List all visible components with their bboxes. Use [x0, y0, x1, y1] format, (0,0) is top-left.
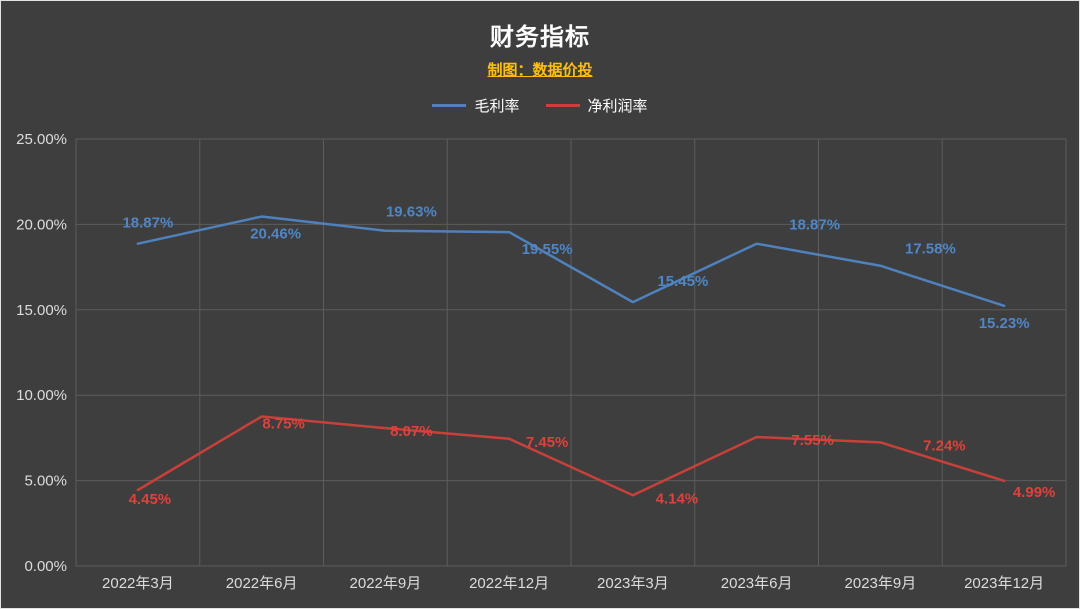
- legend-label-net-margin: 净利润率: [587, 98, 648, 115]
- x-tick-label: 2022年9月: [350, 575, 422, 592]
- x-tick-label: 2023年12月: [964, 575, 1044, 592]
- legend-line-icon-gross-margin: [432, 104, 467, 107]
- chart-subtitle: 制图：数据价投: [487, 62, 593, 79]
- x-tick-label: 2023年3月: [597, 575, 669, 592]
- net-margin-data-label: 7.24%: [923, 437, 966, 454]
- y-tick-label: 20.00%: [16, 216, 67, 233]
- y-tick-label: 5.00%: [24, 473, 67, 490]
- legend-item-net-margin[interactable]: 净利润率: [545, 95, 648, 116]
- x-tick-label: 2022年3月: [102, 575, 174, 592]
- gross-margin-data-label: 18.87%: [789, 217, 840, 234]
- gross-margin-data-label: 18.87%: [122, 215, 173, 232]
- net-margin-data-label: 4.14%: [656, 490, 699, 507]
- chart-title: 财务指标: [490, 24, 590, 51]
- net-margin-data-label: 8.75%: [262, 416, 305, 433]
- y-tick-label: 25.00%: [16, 131, 67, 148]
- y-tick-label: 15.00%: [16, 302, 67, 319]
- y-tick-label: 0.00%: [24, 558, 67, 575]
- x-tick-label: 2022年6月: [226, 575, 298, 592]
- gross-margin-data-label: 17.58%: [905, 241, 956, 258]
- gross-margin-line: [136, 215, 1006, 308]
- net-margin-data-label: 7.55%: [791, 432, 834, 449]
- net-margin-data-label: 4.99%: [1013, 484, 1056, 501]
- x-tick-label: 2022年12月: [469, 575, 549, 592]
- legend: 毛利率 净利润率: [1, 95, 1079, 116]
- x-tick-label: 2023年6月: [721, 575, 793, 592]
- chart-canvas: 0.00% 5.00% 10.00% 15.00% 20.00% 25.00% 2022年3…: [16, 131, 1067, 592]
- net-margin-data-label: 7.45%: [526, 434, 569, 451]
- gross-margin-data-label: 15.23%: [979, 315, 1030, 332]
- legend-label-gross-margin: 毛利率: [474, 98, 520, 115]
- net-margin-data-label: 8.07%: [390, 423, 433, 440]
- gross-margin-data-label: 15.45%: [657, 273, 708, 290]
- legend-line-icon-net-margin: [545, 104, 580, 107]
- x-tick-label: 2023年9月: [845, 575, 917, 592]
- gross-margin-data-label: 20.46%: [250, 226, 301, 243]
- gross-margin-data-label: 19.63%: [386, 204, 437, 221]
- gross-margin-data-label: 19.55%: [522, 241, 573, 258]
- net-margin-line: [136, 415, 1006, 497]
- net-margin-data-label: 4.45%: [129, 491, 172, 508]
- y-tick-label: 10.00%: [16, 387, 67, 404]
- legend-item-gross-margin[interactable]: 毛利率: [432, 95, 520, 116]
